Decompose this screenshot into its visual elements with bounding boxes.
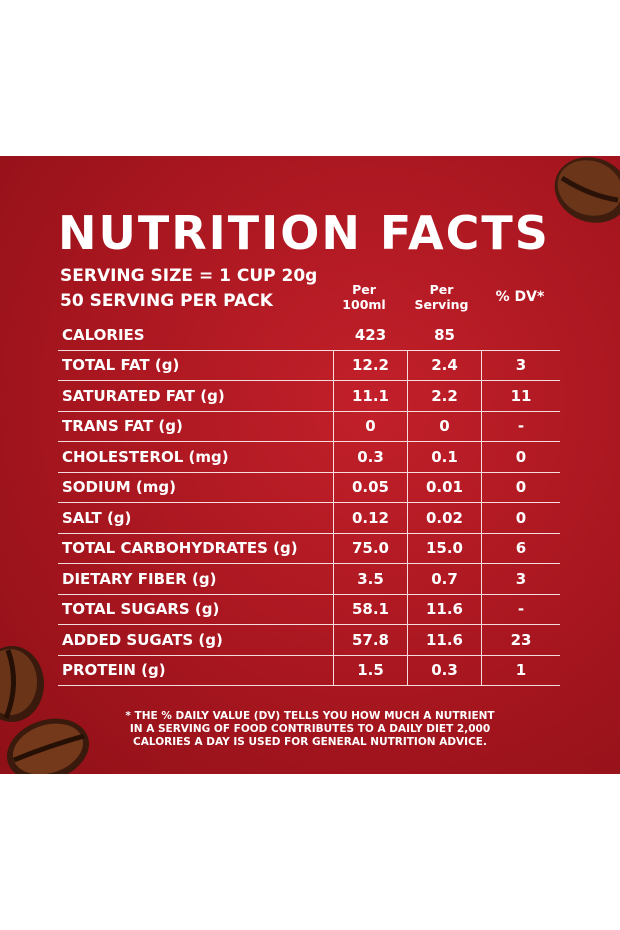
serving-size: SERVING SIZE = 1 CUP 20g <box>60 266 318 286</box>
per-100ml-value: 11.1 <box>333 380 408 412</box>
dv-value: 23 <box>481 624 560 656</box>
coffee-bean-icon <box>6 718 90 774</box>
dv-value <box>481 320 560 351</box>
per-serving-value: 0.01 <box>407 472 482 503</box>
table-row: TRANS FAT (g) 0 0 - <box>58 411 560 442</box>
per-serving-value: 2.4 <box>407 350 482 381</box>
per-100ml-value: 0.3 <box>333 441 408 473</box>
servings-per-pack: 50 SERVING PER PACK <box>60 291 273 311</box>
footnote: * THE % DAILY VALUE (DV) TELLS YOU HOW M… <box>80 710 540 749</box>
column-header-line: Per <box>429 282 454 297</box>
dv-value: 0 <box>481 441 560 473</box>
table-row: DIETARY FIBER (g) 3.5 0.7 3 <box>58 563 560 595</box>
table-row: PROTEIN (g) 1.5 0.3 1 <box>58 655 560 686</box>
per-serving-value: 0.1 <box>407 441 482 473</box>
table-row: TOTAL FAT (g) 12.2 2.4 3 <box>58 350 560 381</box>
per-100ml-value: 1.5 <box>333 655 408 686</box>
table-row: SALT (g) 0.12 0.02 0 <box>58 502 560 534</box>
dv-value: 3 <box>481 563 560 595</box>
nutrient-label: TRANS FAT (g) <box>58 411 334 442</box>
table-row: CHOLESTEROL (mg) 0.3 0.1 0 <box>58 441 560 473</box>
per-100ml-value: 12.2 <box>333 350 408 381</box>
per-100ml-value: 3.5 <box>333 563 408 595</box>
column-header-per-serving: Per Serving <box>404 282 479 312</box>
footnote-line: CALORIES A DAY IS USED FOR GENERAL NUTRI… <box>133 736 487 748</box>
column-header-dv: % DV* <box>495 289 545 305</box>
footnote-line: * THE % DAILY VALUE (DV) TELLS YOU HOW M… <box>125 710 495 722</box>
dv-value: 11 <box>481 380 560 412</box>
per-serving-value: 0 <box>407 411 482 442</box>
column-header-line: 100ml <box>342 297 386 312</box>
per-100ml-value: 75.0 <box>333 533 408 564</box>
nutrition-table: CALORIES 423 85 TOTAL FAT (g) 12.2 2.4 3… <box>58 320 560 686</box>
page-title: NUTRITION FACTS <box>58 206 550 260</box>
dv-value: 3 <box>481 350 560 381</box>
dv-value: - <box>481 411 560 442</box>
table-row: TOTAL SUGARS (g) 58.1 11.6 - <box>58 594 560 625</box>
nutrient-label: CHOLESTEROL (mg) <box>58 441 334 473</box>
per-serving-value: 15.0 <box>407 533 482 564</box>
per-serving-value: 0.02 <box>407 502 482 534</box>
per-serving-value: 2.2 <box>407 380 482 412</box>
per-100ml-value: 0.12 <box>333 502 408 534</box>
nutrient-label: SODIUM (mg) <box>58 472 334 503</box>
nutrient-label: TOTAL FAT (g) <box>58 350 334 381</box>
footnote-line: IN A SERVING OF FOOD CONTRIBUTES TO A DA… <box>129 723 491 735</box>
table-row: SODIUM (mg) 0.05 0.01 0 <box>58 472 560 503</box>
per-100ml-value: 0 <box>333 411 408 442</box>
nutrient-label: TOTAL CARBOHYDRATES (g) <box>58 533 334 564</box>
coffee-bean-icon <box>554 157 620 223</box>
dv-value: 0 <box>481 472 560 503</box>
per-100ml-value: 423 <box>333 320 408 351</box>
per-serving-value: 11.6 <box>407 594 482 625</box>
nutrient-label: CALORIES <box>58 320 334 351</box>
column-header-line: Per <box>352 282 376 297</box>
nutrient-label: ADDED SUGATS (g) <box>58 624 334 656</box>
per-100ml-value: 0.05 <box>333 472 408 503</box>
per-serving-value: 85 <box>407 320 482 351</box>
nutrient-label: SALT (g) <box>58 502 334 534</box>
dv-value: 0 <box>481 502 560 534</box>
per-serving-value: 11.6 <box>407 624 482 656</box>
per-100ml-value: 58.1 <box>333 594 408 625</box>
nutrient-label: DIETARY FIBER (g) <box>58 563 334 595</box>
table-row: ADDED SUGATS (g) 57.8 11.6 23 <box>58 624 560 656</box>
per-serving-value: 0.7 <box>407 563 482 595</box>
dv-value: 1 <box>481 655 560 686</box>
per-100ml-value: 57.8 <box>333 624 408 656</box>
table-row: SATURATED FAT (g) 11.1 2.2 11 <box>58 380 560 412</box>
column-header-line: Serving <box>414 297 469 312</box>
coffee-bean-icon <box>0 646 44 722</box>
table-row: TOTAL CARBOHYDRATES (g) 75.0 15.0 6 <box>58 533 560 564</box>
nutrition-panel: NUTRITION FACTS SERVING SIZE = 1 CUP 20g… <box>0 156 620 774</box>
nutrient-label: PROTEIN (g) <box>58 655 334 686</box>
nutrient-label: SATURATED FAT (g) <box>58 380 334 412</box>
dv-value: - <box>481 594 560 625</box>
column-header-per-100ml: Per 100ml <box>334 282 394 312</box>
per-serving-value: 0.3 <box>407 655 482 686</box>
nutrient-label: TOTAL SUGARS (g) <box>58 594 334 625</box>
dv-value: 6 <box>481 533 560 564</box>
table-row: CALORIES 423 85 <box>58 320 560 351</box>
